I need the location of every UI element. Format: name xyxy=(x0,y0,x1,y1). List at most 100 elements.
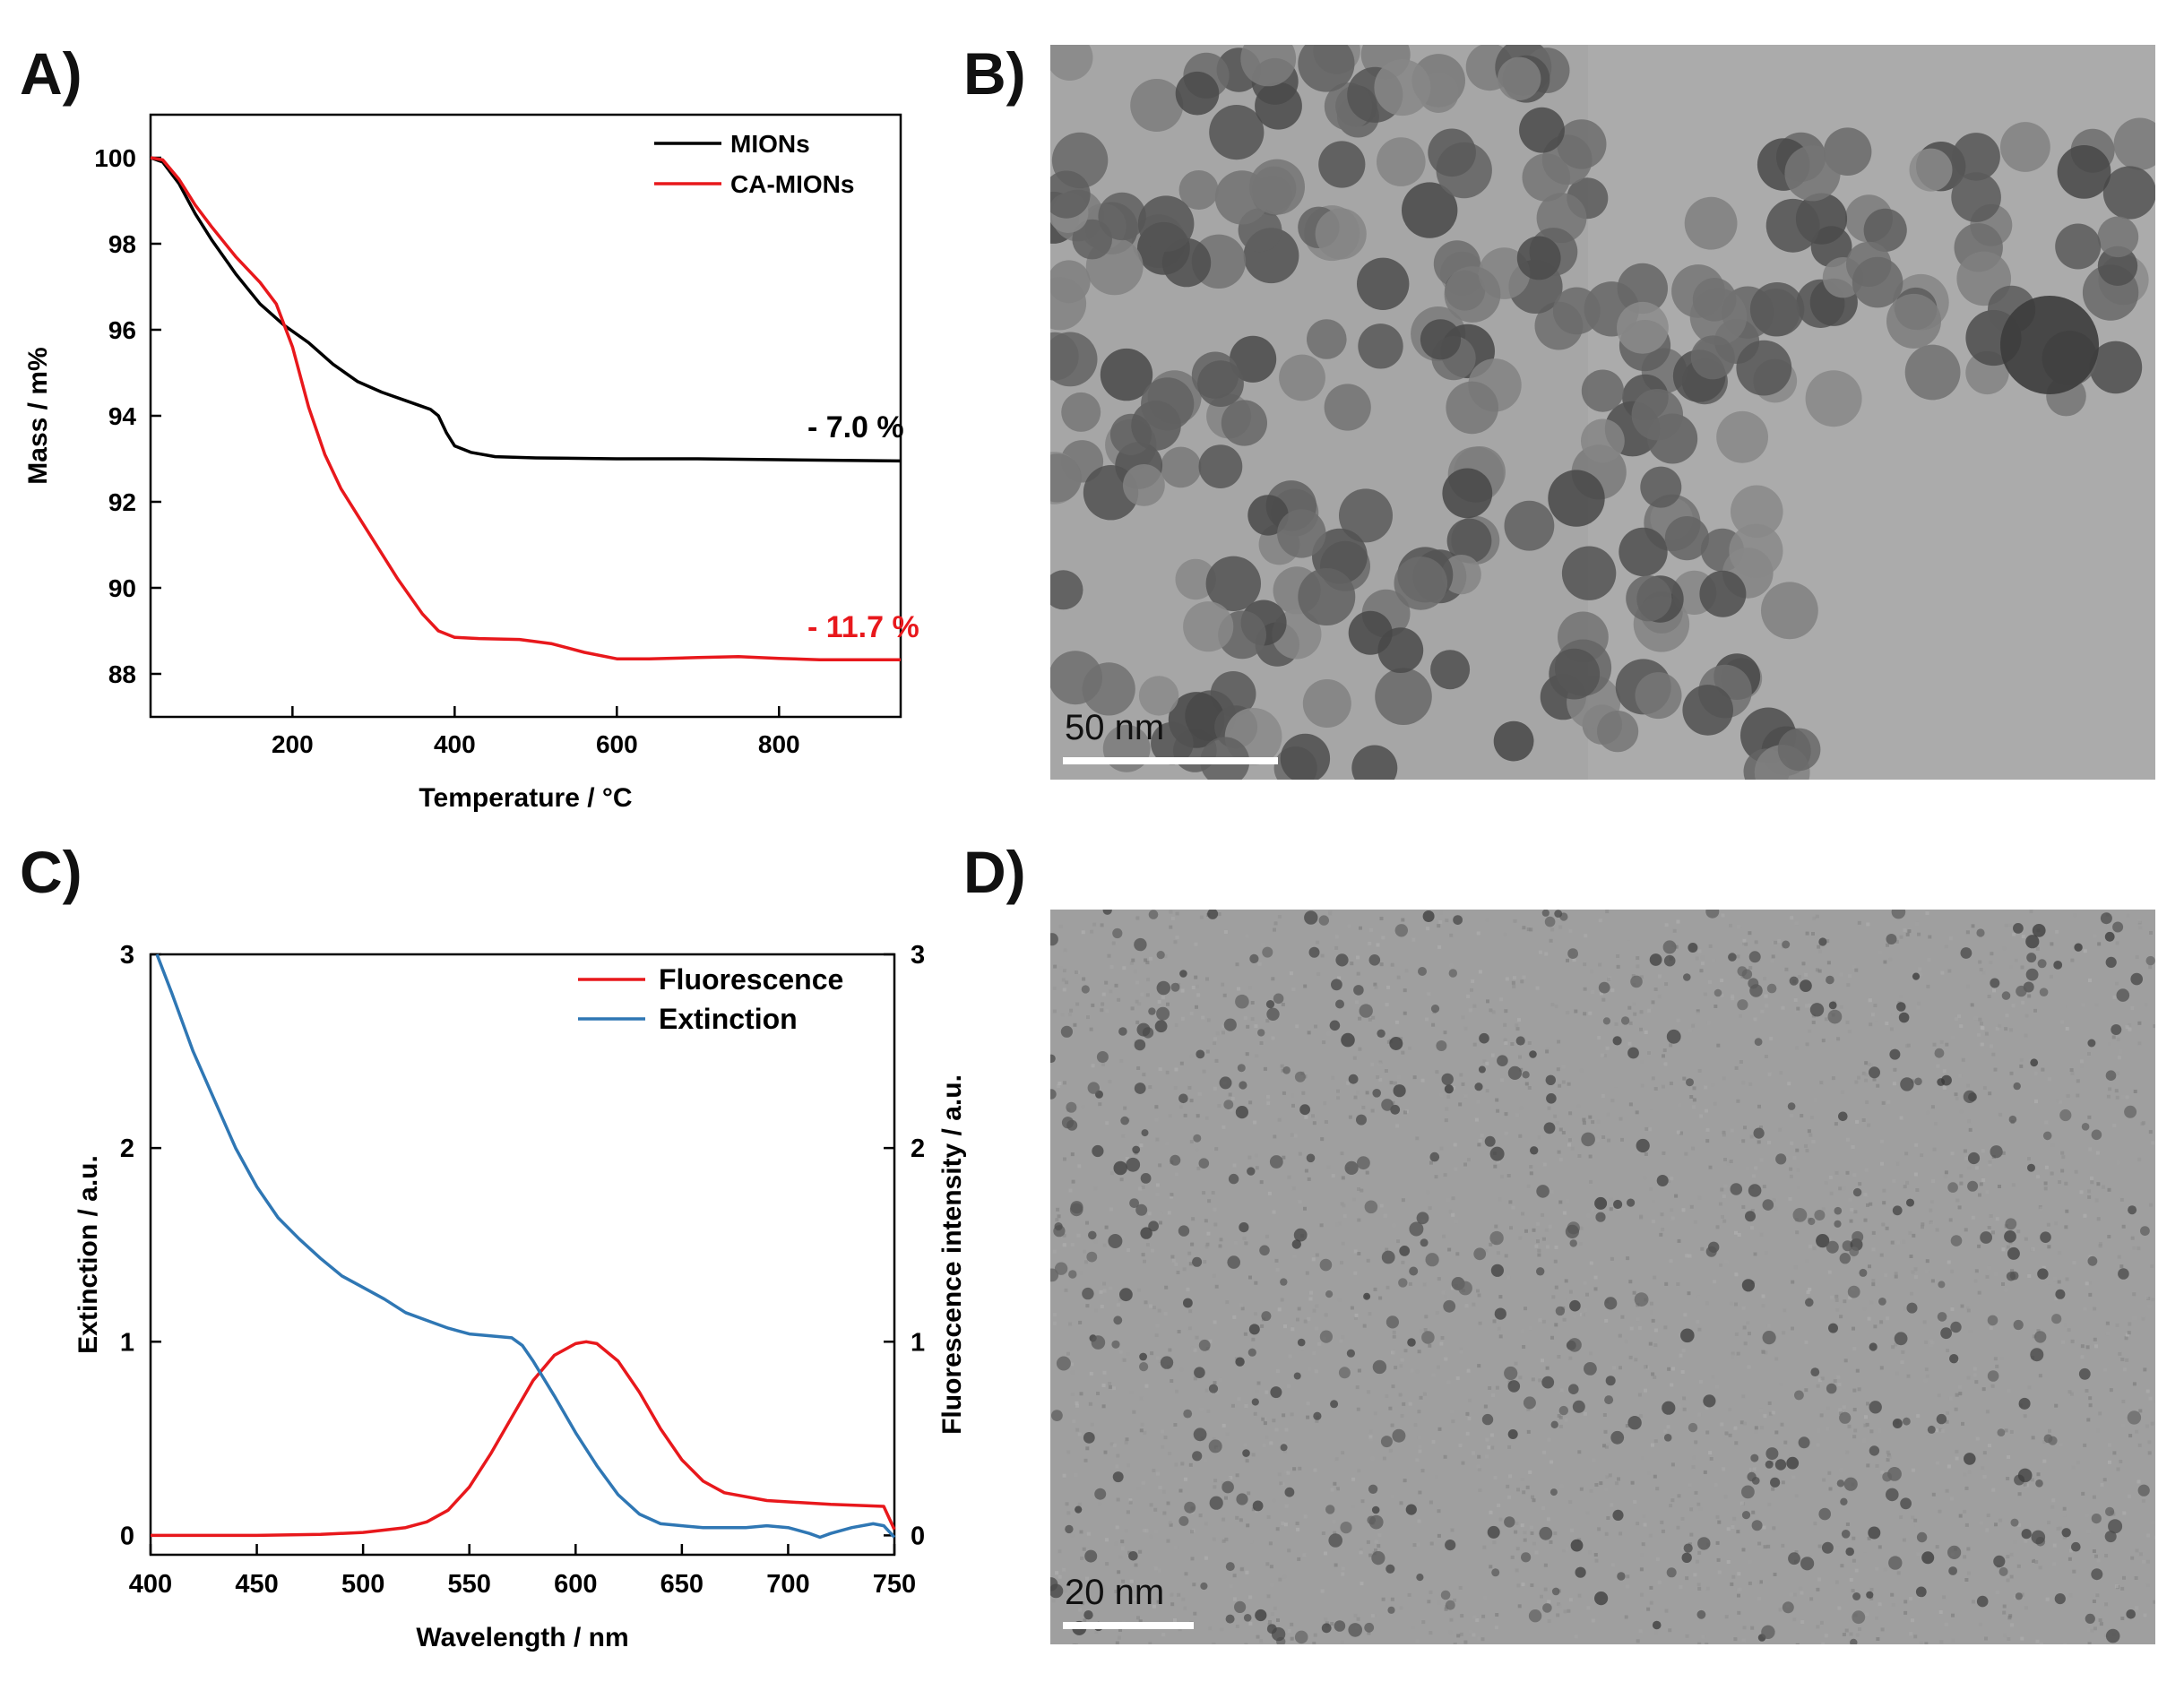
tem-noise xyxy=(1918,967,1922,971)
quantum-dot xyxy=(1416,1574,1424,1582)
tem-noise xyxy=(1103,1450,1108,1454)
tem-noise xyxy=(2070,958,2075,962)
tem-noise xyxy=(1065,1502,1069,1506)
tem-noise xyxy=(1845,1522,1850,1526)
tem-noise xyxy=(1942,1069,1947,1074)
tem-noise xyxy=(1764,1055,1768,1058)
tem-noise xyxy=(1711,1083,1715,1087)
tem-noise xyxy=(2036,1175,2041,1179)
tem-noise xyxy=(2052,1562,2057,1566)
tem-noise xyxy=(2093,1307,2097,1311)
quantum-dot xyxy=(1140,1227,1152,1239)
tem-noise xyxy=(1752,1467,1757,1471)
tem-noise xyxy=(1855,1633,1860,1637)
tem-noise xyxy=(1784,1156,1789,1160)
tem-noise xyxy=(1381,1597,1386,1601)
tem-noise xyxy=(1723,1495,1728,1499)
tem-noise xyxy=(1531,1377,1535,1382)
tem-noise xyxy=(1939,1640,1944,1644)
tem-noise xyxy=(1840,1564,1844,1568)
tem-noise xyxy=(1374,1548,1377,1553)
tem-noise xyxy=(1816,1384,1820,1388)
nanoparticle xyxy=(2097,216,2139,258)
quantum-dot xyxy=(1418,967,1427,976)
tem-noise xyxy=(1194,942,1198,946)
tem-noise xyxy=(1489,1510,1493,1514)
tem-noise xyxy=(1309,1290,1313,1295)
tem-noise xyxy=(1161,1445,1165,1449)
nanoparticle xyxy=(1640,466,1682,508)
tem-noise xyxy=(2054,1297,2059,1300)
tem-noise xyxy=(1847,1424,1852,1428)
tem-noise xyxy=(1604,1318,1609,1323)
tem-noise xyxy=(1321,1531,1325,1535)
tem-noise xyxy=(2049,974,2053,979)
tem-noise xyxy=(1793,998,1798,1002)
tem-noise xyxy=(1547,1106,1551,1110)
tem-noise xyxy=(1808,1287,1812,1291)
tem-noise xyxy=(1795,1046,1800,1050)
tem-noise xyxy=(1903,1185,1907,1189)
quantum-dot xyxy=(1134,1083,1146,1094)
tem-noise xyxy=(1351,1477,1356,1481)
tem-noise xyxy=(1155,1183,1160,1187)
tem-noise xyxy=(1273,921,1278,926)
mass-loss-annotation: - 11.7 % xyxy=(807,610,919,644)
quantum-dot xyxy=(1545,1074,1556,1085)
tem-noise xyxy=(1705,1127,1710,1132)
quantum-dot xyxy=(1380,1436,1393,1448)
quantum-dot xyxy=(1294,1071,1306,1083)
tem-noise xyxy=(1945,1488,1949,1493)
scale-bar-label-d: 20 nm xyxy=(1065,1573,1165,1612)
tem-noise xyxy=(1731,996,1735,1001)
tem-noise xyxy=(1716,1557,1721,1562)
tem-noise xyxy=(1839,972,1843,977)
tem-noise xyxy=(1663,1325,1668,1330)
tem-noise xyxy=(1722,1130,1726,1134)
tem-noise xyxy=(1951,1036,1955,1040)
nanoparticle xyxy=(1280,733,1331,780)
tem-noise xyxy=(1129,961,1134,965)
nanoparticle xyxy=(1061,392,1101,432)
nanoparticle xyxy=(1516,236,1561,280)
tem-noise xyxy=(1393,1081,1397,1085)
series-line-fluorescence xyxy=(151,1340,896,1538)
quantum-dot xyxy=(1357,1156,1370,1170)
nanoparticle xyxy=(1141,377,1195,431)
tem-noise xyxy=(1819,1620,1824,1625)
tem-noise xyxy=(1721,1215,1724,1219)
tem-noise xyxy=(1444,1295,1448,1299)
tem-noise xyxy=(1703,992,1707,996)
tem-noise xyxy=(1628,1021,1633,1025)
quantum-dot xyxy=(1522,1071,1530,1079)
tem-noise xyxy=(2065,1209,2069,1213)
tem-noise xyxy=(1458,1585,1463,1590)
tem-noise xyxy=(1265,1435,1269,1439)
tem-noise xyxy=(1178,1627,1182,1632)
tem-noise xyxy=(1593,1553,1598,1557)
tem-noise xyxy=(1247,1491,1251,1496)
tem-image-b: 50 nm xyxy=(1050,45,2155,780)
tem-noise xyxy=(1955,1017,1958,1022)
tem-noise xyxy=(1519,1106,1524,1110)
tem-noise xyxy=(2108,1087,2112,1091)
tem-noise xyxy=(2088,1255,2093,1259)
tem-noise xyxy=(2016,1564,2021,1568)
tem-noise xyxy=(1382,1456,1386,1461)
tem-noise xyxy=(1734,1332,1739,1336)
quantum-dot xyxy=(1792,1208,1808,1222)
tem-noise xyxy=(1562,1548,1566,1553)
tem-noise xyxy=(2064,1225,2068,1229)
quantum-dot xyxy=(1192,1451,1203,1462)
tem-noise xyxy=(1848,1198,1852,1202)
tem-noise xyxy=(1636,1639,1640,1643)
tem-noise xyxy=(1320,1589,1325,1593)
tem-noise xyxy=(1754,940,1758,945)
quantum-dot xyxy=(1113,1315,1123,1325)
tem-noise xyxy=(1767,1401,1772,1405)
tem-noise xyxy=(1403,1110,1407,1115)
tem-noise xyxy=(1312,1351,1316,1356)
tem-noise xyxy=(1852,1173,1857,1177)
tem-noise xyxy=(1670,1367,1675,1371)
tem-noise xyxy=(1891,1345,1895,1350)
